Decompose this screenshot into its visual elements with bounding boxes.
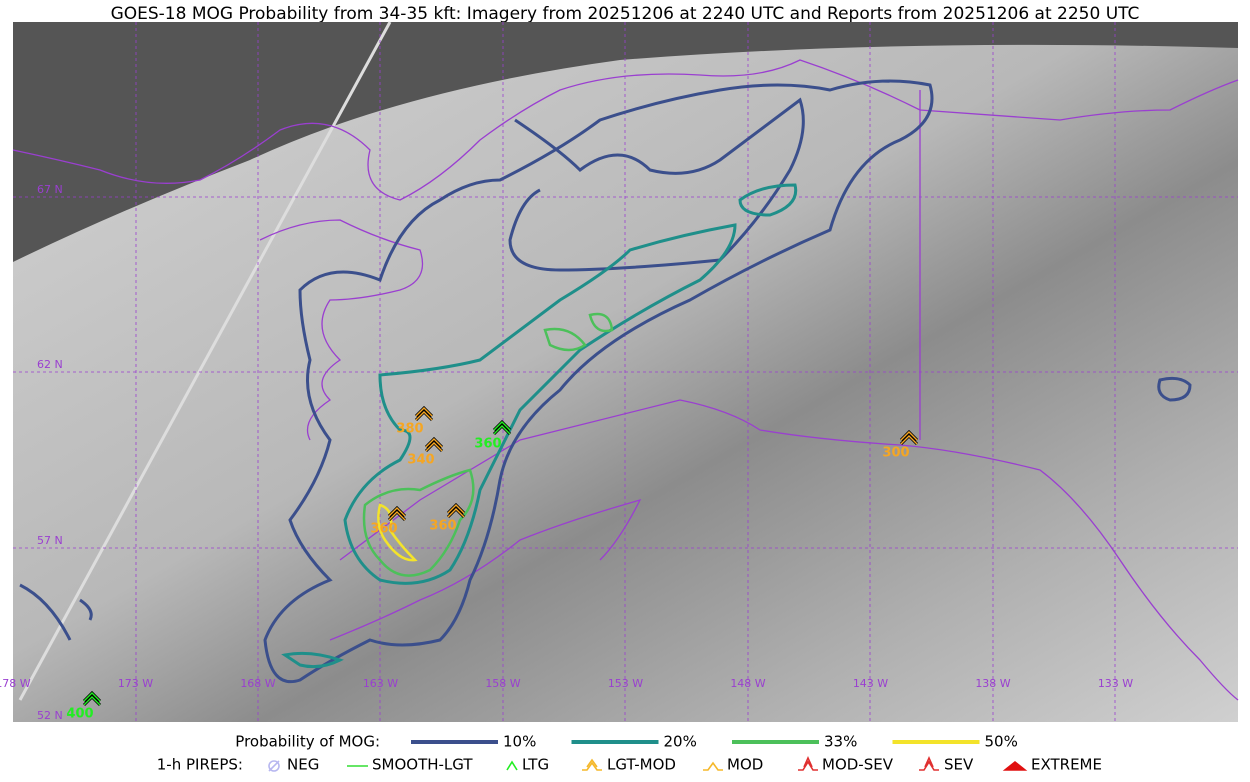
legend-label: 50%	[985, 733, 1018, 751]
legend-label: NEG	[287, 756, 319, 774]
legend-symbol	[703, 761, 723, 771]
pirep-symbol	[900, 431, 918, 445]
map: 67 N 62 N 57 N 52 N 178 W 173 W 168 W 163 W 158 …	[0, 21, 1239, 722]
pirep: 300	[882, 429, 919, 461]
legend-symbol	[506, 760, 518, 771]
coastlines	[12, 59, 1239, 701]
lon-label: 168 W	[240, 677, 275, 690]
legend: Probability of MOG: 1-h PIREPS: 10% 20% 33…	[157, 733, 1102, 774]
pirep-symbol	[493, 421, 511, 435]
legend-label: SMOOTH-LGT	[372, 756, 473, 774]
lon-label: 138 W	[975, 677, 1010, 690]
pilot-reports: 380 340 360 360 360 300 400	[66, 405, 919, 722]
contour-20	[281, 183, 798, 669]
pirep: 400	[66, 690, 102, 722]
lat-label: 62 N	[37, 358, 63, 371]
legend-label: LTG	[522, 756, 549, 774]
lon-label: 153 W	[608, 677, 643, 690]
pirep-symbol	[388, 507, 406, 521]
swath-edge	[18, 21, 392, 701]
legend-label: LGT-MOD	[607, 756, 676, 774]
lat-label: 67 N	[37, 183, 63, 196]
lat-label: 52 N	[37, 709, 63, 722]
no-data-region	[13, 22, 1238, 262]
pirep-label: 300	[882, 446, 909, 461]
legend-symbol	[798, 756, 818, 771]
legend-symbol	[1002, 760, 1028, 771]
legend-label: MOD	[727, 756, 763, 774]
pirep-symbol	[415, 407, 433, 421]
lon-label: 143 W	[853, 677, 888, 690]
legend-symbol	[582, 758, 602, 771]
pirep: 380	[396, 405, 434, 437]
graticule	[13, 22, 1238, 722]
lon-label: 158 W	[485, 677, 520, 690]
lon-label: 178 W	[0, 677, 31, 690]
legend-title: Probability of MOG:	[235, 733, 380, 751]
contour-20	[343, 223, 737, 585]
contour-33	[362, 312, 614, 577]
legend-label: 33%	[824, 733, 857, 751]
legend-label: 20%	[664, 733, 697, 751]
lon-label: 173 W	[118, 677, 153, 690]
legend-label: MOD-SEV	[822, 756, 894, 774]
pirep-label: 380	[396, 422, 423, 437]
pirep-label: 360	[429, 519, 456, 534]
pirep: 360	[429, 502, 466, 534]
contour-10	[263, 79, 934, 683]
legend-label: 10%	[503, 733, 536, 751]
graticule-labels: 67 N 62 N 57 N 52 N 178 W 173 W 168 W 163 W 158 …	[0, 183, 1133, 722]
pirep: 360	[474, 419, 512, 452]
contours	[19, 79, 1192, 683]
pirep-label: 340	[407, 453, 434, 468]
legend-symbol	[919, 756, 939, 771]
legend-title: 1-h PIREPS:	[157, 756, 243, 774]
lon-label: 133 W	[1098, 677, 1133, 690]
legend-symbol	[268, 760, 280, 772]
lon-label: 148 W	[730, 677, 765, 690]
lon-label: 163 W	[363, 677, 398, 690]
lat-label: 57 N	[37, 534, 63, 547]
pirep-symbol	[83, 692, 101, 706]
legend-label: SEV	[944, 756, 974, 774]
legend-label: EXTREME	[1031, 756, 1102, 774]
pirep-label: 400	[66, 707, 93, 722]
contour-10	[19, 583, 93, 641]
pirep: 360	[370, 505, 407, 537]
title: GOES-18 MOG Probability from 34-35 kft: …	[111, 4, 1140, 24]
pirep-symbol	[425, 438, 443, 452]
pirep-symbol	[447, 504, 465, 518]
pirep-label: 360	[370, 522, 397, 537]
contour-10	[1157, 376, 1192, 402]
pirep: 340	[407, 436, 444, 468]
pirep-label: 360	[474, 437, 501, 452]
contour-10	[508, 97, 805, 272]
